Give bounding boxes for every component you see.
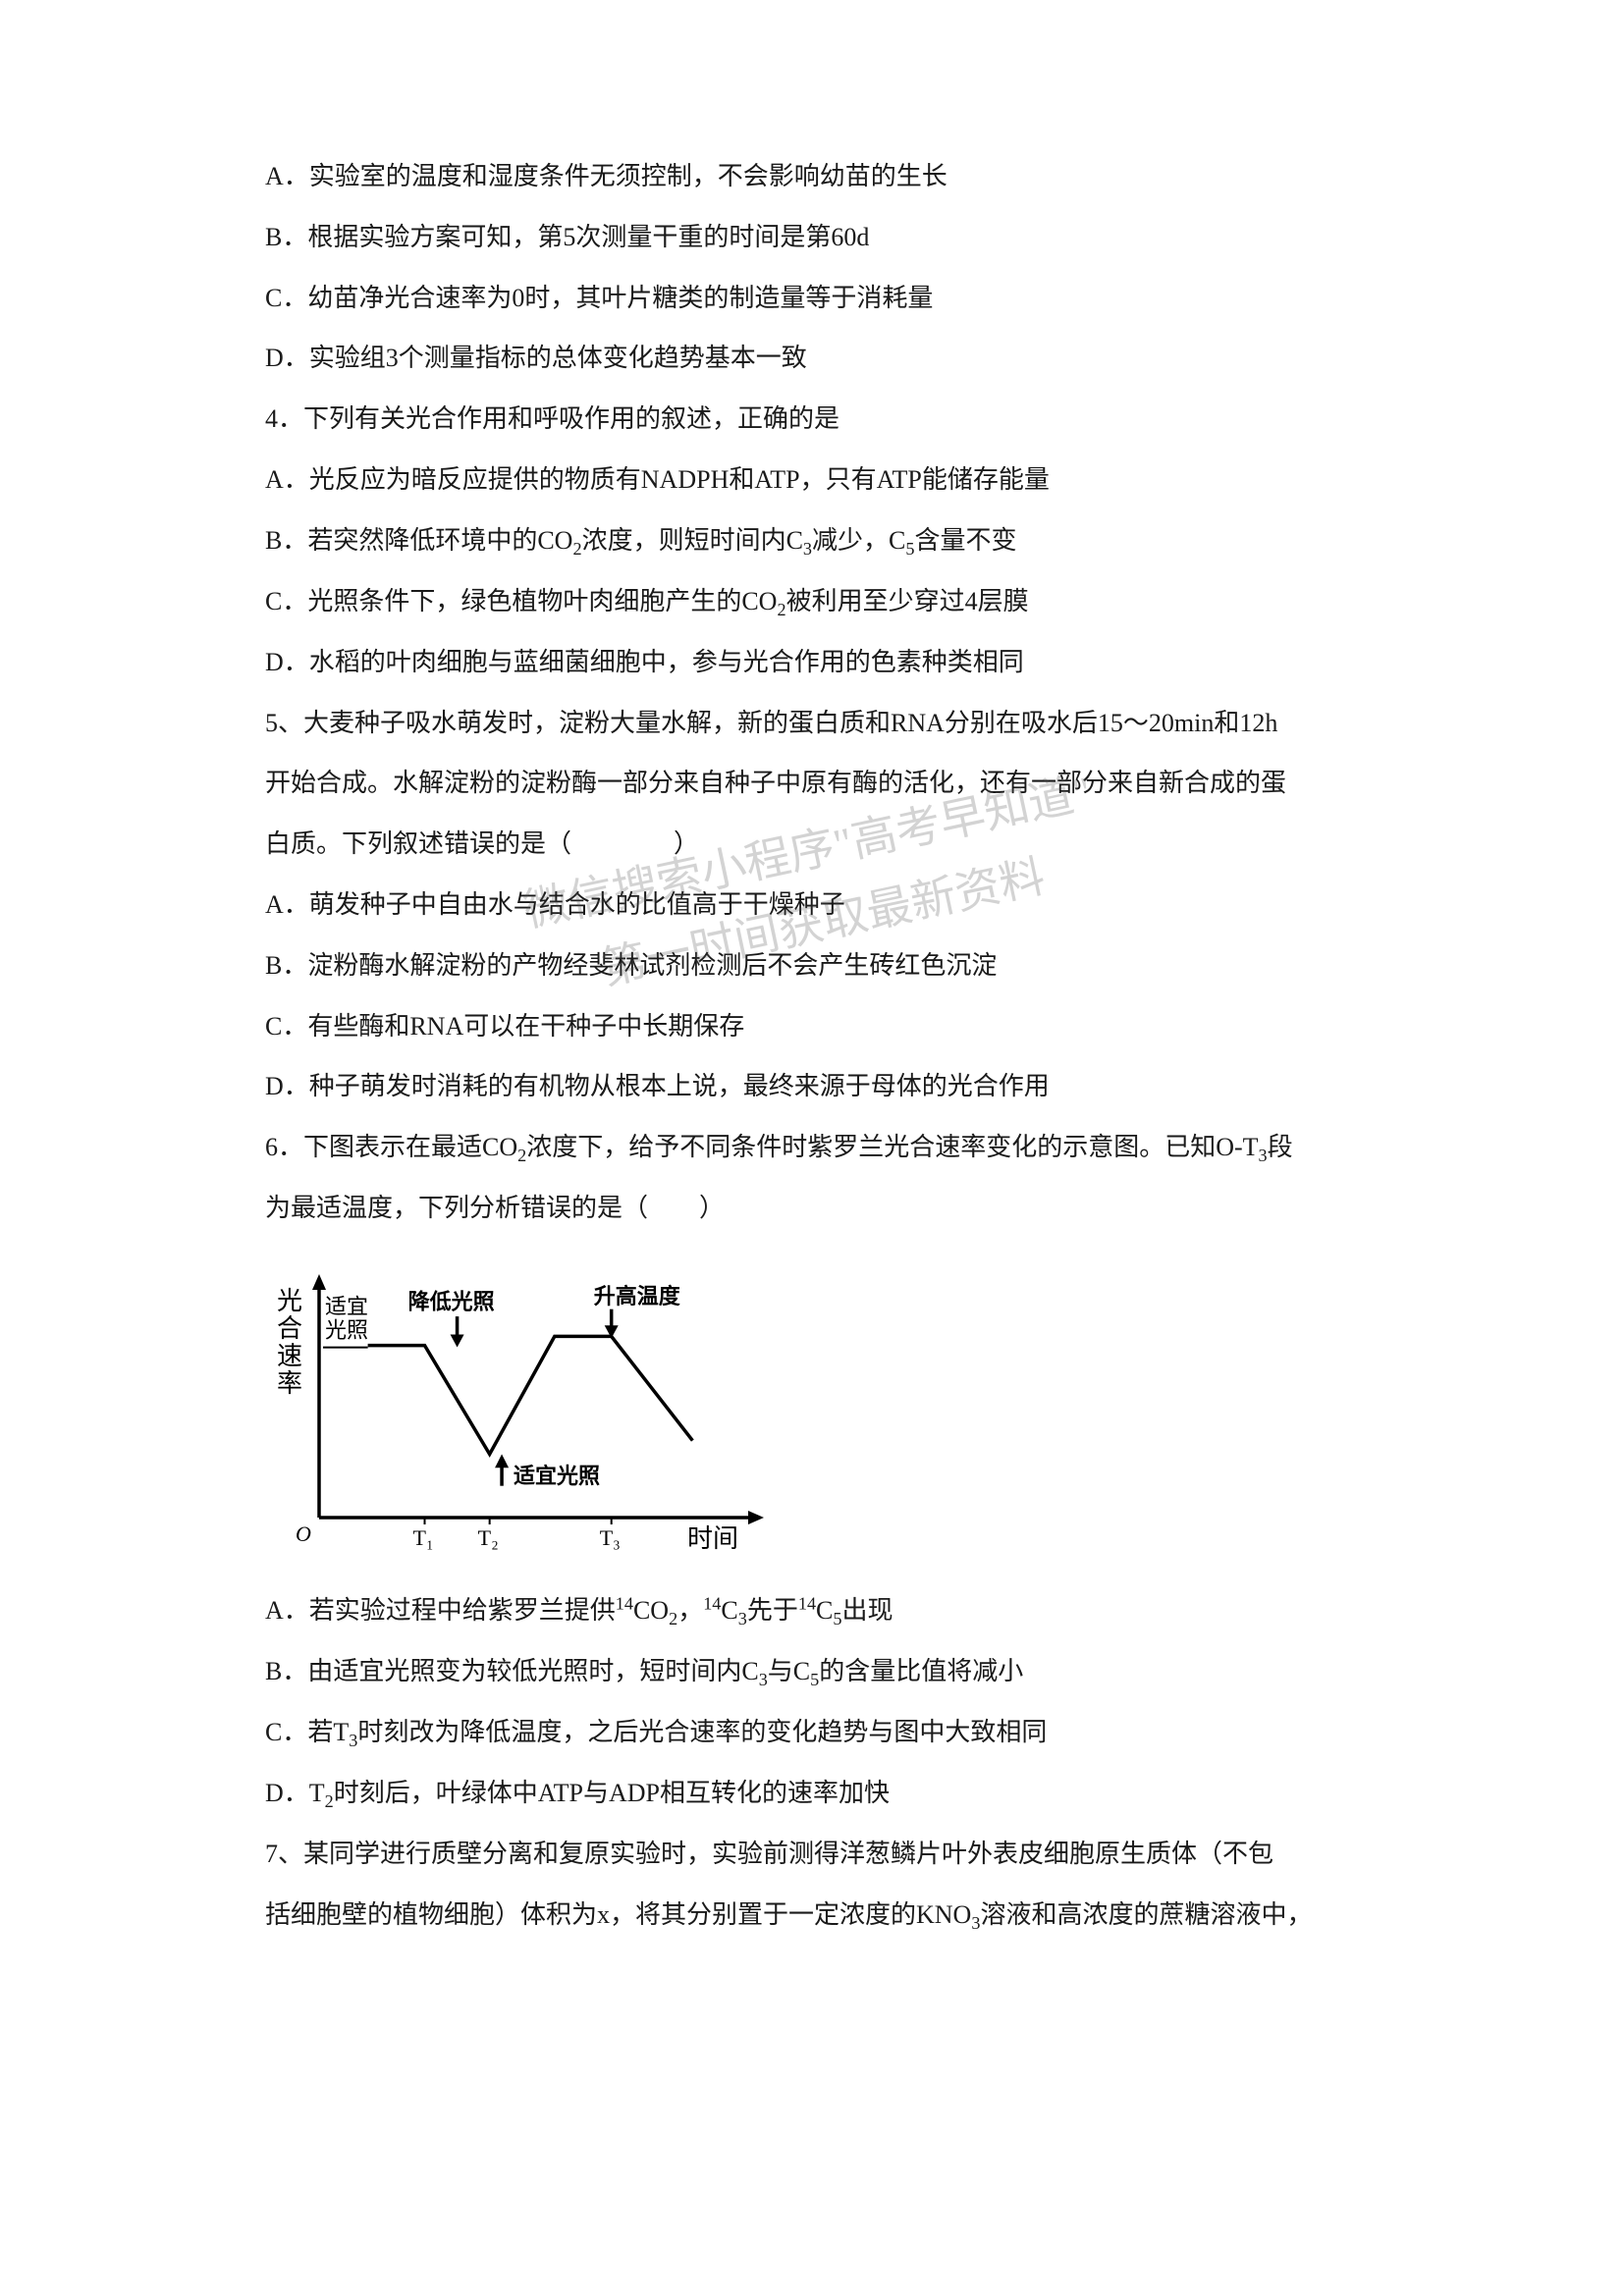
option-c-q6: C．若T3时刻改为降低温度，之后光合速率的变化趋势与图中大致相同 [265, 1703, 1329, 1762]
text-segment: B．由适宜光照变为较低光照时，短时间内C [265, 1657, 759, 1685]
svg-text:升高温度: 升高温度 [594, 1284, 681, 1308]
svg-text:光: 光 [277, 1287, 302, 1315]
superscript: 14 [703, 1593, 721, 1613]
subscript: 2 [325, 1791, 334, 1811]
text-segment: 浓度下，给予不同条件时紫罗兰光合速率变化的示意图。已知O-T [526, 1133, 1258, 1161]
option-b-q3: B．根据实验方案可知，第5次测量干重的时间是第60d [265, 208, 1329, 267]
subscript: 3 [349, 1731, 357, 1750]
option-c-q4: C．光照条件下，绿色植物叶肉细胞产生的CO2被利用至少穿过4层膜 [265, 572, 1329, 631]
option-d-q6: D．T2时刻后，叶绿体中ATP与ADP相互转化的速率加快 [265, 1764, 1329, 1823]
option-d-q3: D．实验组3个测量指标的总体变化趋势基本一致 [265, 329, 1329, 388]
subscript: 2 [669, 1609, 677, 1629]
text-segment: B．若突然降低环境中的CO [265, 526, 572, 555]
subscript: 3 [1259, 1146, 1268, 1165]
subscript: 2 [777, 600, 785, 619]
text-segment: 减少，C [812, 526, 905, 555]
option-c-q5: C．有些酶和RNA可以在干种子中长期保存 [265, 997, 1329, 1056]
option-b-q6: B．由适宜光照变为较低光照时，短时间内C3与C5的含量比值将减小 [265, 1642, 1329, 1701]
text-segment: ， [677, 1596, 703, 1625]
svg-text:光照: 光照 [325, 1318, 368, 1343]
text-segment: 6．下图表示在最适CO [265, 1133, 517, 1161]
svg-text:适宜: 适宜 [325, 1295, 368, 1319]
question-6-stem-2: 为最适温度，下列分析错误的是（ ） [265, 1179, 1329, 1238]
question-4-stem: 4．下列有关光合作用和呼吸作用的叙述，正确的是 [265, 390, 1329, 449]
chart-svg: 光合速率时间O适宜光照降低光照升高温度适宜光照T₁T₂T₃ [265, 1262, 776, 1557]
text-segment: C．若T [265, 1718, 349, 1746]
option-b-q4: B．若突然降低环境中的CO2浓度，则短时间内C3减少，C5含量不变 [265, 511, 1329, 570]
text-segment: D．T [265, 1779, 325, 1807]
question-5-stem-2: 开始合成。水解淀粉的淀粉酶一部分来自种子中原有酶的活化，还有一部分来自新合成的蛋 [265, 754, 1329, 813]
text-segment: A．若实验过程中给紫罗兰提供 [265, 1596, 616, 1625]
text-segment: 段 [1268, 1133, 1293, 1161]
svg-text:时间: 时间 [687, 1524, 738, 1553]
text-segment: C [721, 1596, 737, 1625]
option-b-q5: B．淀粉酶水解淀粉的产物经斐林试剂检测后不会产生砖红色沉淀 [265, 936, 1329, 995]
text-segment: 括细胞壁的植物细胞）体积为x，将其分别置于一定浓度的KNO [265, 1900, 971, 1929]
text-segment: 浓度，则短时间内C [582, 526, 803, 555]
svg-text:适宜光照: 适宜光照 [514, 1464, 600, 1488]
svg-text:T₃: T₃ [600, 1525, 621, 1550]
option-d-q4: D．水稻的叶肉细胞与蓝细菌细胞中，参与光合作用的色素种类相同 [265, 633, 1329, 692]
subscript: 3 [803, 539, 812, 559]
document-body: A．实验室的温度和湿度条件无须控制，不会影响幼苗的生长 B．根据实验方案可知，第… [0, 0, 1624, 2045]
photosynthesis-rate-chart: 光合速率时间O适宜光照降低光照升高温度适宜光照T₁T₂T₃ [265, 1262, 776, 1557]
text-segment: 与C [768, 1657, 810, 1685]
svg-text:T₂: T₂ [478, 1525, 499, 1550]
option-a-q3: A．实验室的温度和湿度条件无须控制，不会影响幼苗的生长 [265, 147, 1329, 206]
text-segment: 时刻后，叶绿体中ATP与ADP相互转化的速率加快 [334, 1779, 890, 1807]
svg-text:速: 速 [277, 1342, 302, 1370]
text-segment: C [816, 1596, 833, 1625]
text-segment: C．光照条件下，绿色植物叶肉细胞产生的CO [265, 587, 777, 615]
subscript: 3 [738, 1609, 747, 1629]
text-segment: 溶液和高浓度的蔗糖溶液中， [980, 1900, 1312, 1929]
svg-text:合: 合 [277, 1314, 302, 1343]
option-c-q3: C．幼苗净光合速率为0时，其叶片糖类的制造量等于消耗量 [265, 269, 1329, 328]
option-a-q6: A．若实验过程中给紫罗兰提供14CO2，14C3先于14C5出现 [265, 1581, 1329, 1640]
subscript: 2 [572, 539, 581, 559]
text-segment: 出现 [841, 1596, 893, 1625]
option-a-q4: A．光反应为暗反应提供的物质有NADPH和ATP，只有ATP能储存能量 [265, 451, 1329, 509]
subscript: 2 [517, 1146, 526, 1165]
superscript: 14 [616, 1593, 633, 1613]
text-segment: 时刻改为降低温度，之后光合速率的变化趋势与图中大致相同 [357, 1718, 1047, 1746]
superscript: 14 [798, 1593, 816, 1613]
subscript: 3 [759, 1670, 768, 1689]
text-segment: 的含量比值将减小 [819, 1657, 1023, 1685]
question-5-stem-1: 5、大麦种子吸水萌发时，淀粉大量水解，新的蛋白质和RNA分别在吸水后15～20m… [265, 694, 1329, 753]
question-7-stem-2: 括细胞壁的植物细胞）体积为x，将其分别置于一定浓度的KNO3溶液和高浓度的蔗糖溶… [265, 1886, 1329, 1945]
svg-text:降低光照: 降低光照 [408, 1290, 495, 1314]
question-7-stem-1: 7、某同学进行质壁分离和复原实验时，实验前测得洋葱鳞片叶外表皮细胞原生质体（不包 [265, 1825, 1329, 1884]
text-segment: CO [633, 1596, 669, 1625]
svg-text:率: 率 [277, 1369, 302, 1398]
svg-text:T₁: T₁ [413, 1525, 434, 1550]
question-6-stem-1: 6．下图表示在最适CO2浓度下，给予不同条件时紫罗兰光合速率变化的示意图。已知O… [265, 1118, 1329, 1177]
option-a-q5: A．萌发种子中自由水与结合水的比值高于干燥种子 [265, 876, 1329, 934]
text-segment: 含量不变 [914, 526, 1016, 555]
question-5-stem-3: 白质。下列叙述错误的是（ ） [265, 815, 1329, 874]
text-segment: 被利用至少穿过4层膜 [786, 587, 1029, 615]
text-segment: 先于 [747, 1596, 798, 1625]
subscript: 5 [810, 1670, 819, 1689]
option-d-q5: D．种子萌发时消耗的有机物从根本上说，最终来源于母体的光合作用 [265, 1057, 1329, 1116]
svg-text:O: O [296, 1522, 311, 1546]
